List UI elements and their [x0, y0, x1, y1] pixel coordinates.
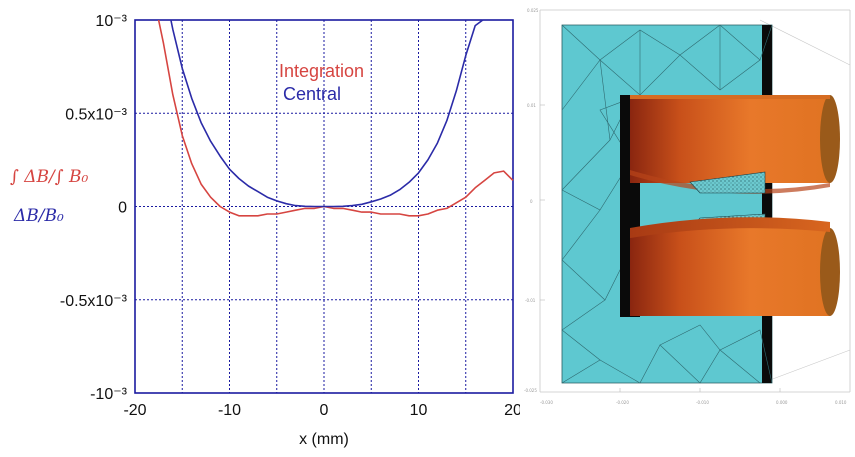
x-tick-label: 20: [504, 402, 520, 419]
x-axis-label: x (mm): [299, 431, 349, 448]
y-tick-label: 0.5x10⁻³: [65, 106, 127, 123]
svg-text:0.01: 0.01: [527, 103, 536, 108]
x-tick-label: -10: [218, 402, 241, 419]
svg-text:0.010: 0.010: [835, 400, 847, 405]
y-tick-labels: 10⁻³ 0.5x10⁻³ 0 -0.5x10⁻³ -10⁻³: [60, 13, 128, 403]
upper-coil: [630, 95, 840, 194]
x-tick-label: -20: [123, 402, 146, 419]
legend-central: Central: [283, 84, 341, 104]
plot-frame: [134, 19, 514, 394]
y-axis-label-integration: ∫ ΔB/∫ B₀: [10, 167, 89, 187]
field-uniformity-chart: -20 -10 0 10 20 10⁻³0.5x10⁻³0-0.5x10⁻³-10⁻³ …: [10, 13, 520, 448]
yoke-mesh: [561, 24, 773, 384]
series-line-central: [170, 19, 484, 208]
y-tick-label: 0: [118, 200, 127, 217]
y-tick-label: -10⁻³: [90, 386, 128, 403]
svg-text:0.025: 0.025: [527, 8, 539, 13]
svg-text:-0.025: -0.025: [524, 388, 537, 393]
x-tick-label: 0: [320, 402, 329, 419]
svg-text:-0.01: -0.01: [525, 298, 536, 303]
y-tick-label: 10⁻³: [95, 13, 127, 30]
legend-integration: Integration: [279, 61, 364, 81]
svg-text:-0.010: -0.010: [696, 400, 709, 405]
upper-pole-piece: [689, 171, 766, 194]
y-tick-label: -0.5x10⁻³: [60, 293, 128, 310]
y-axis-label-central: ΔB/B₀: [13, 206, 64, 226]
series-layer: [157, 19, 514, 217]
x-tick-label: 10: [410, 402, 428, 419]
lower-coil: [630, 217, 840, 316]
svg-text:0.000: 0.000: [776, 400, 788, 405]
axis-tick-text: 0.025 0.01 0 -0.01 -0.025 -0.030 -0.020 …: [524, 8, 847, 405]
svg-text:-0.030: -0.030: [540, 400, 553, 405]
x-tick-labels: -20 -10 0 10 20: [123, 402, 520, 419]
series-line-integration: [157, 19, 514, 217]
svg-text:-0.020: -0.020: [616, 400, 629, 405]
svg-text:0: 0: [530, 199, 533, 204]
model-bounding-box: [539, 9, 851, 393]
